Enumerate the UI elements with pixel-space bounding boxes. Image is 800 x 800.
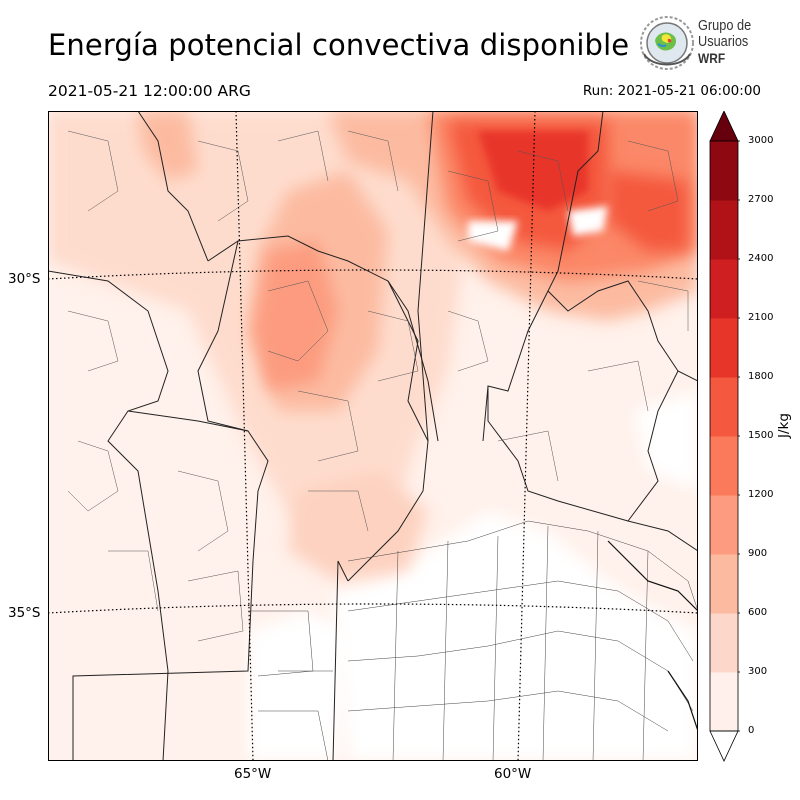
group-logo: Grupo de Usuarios WRF [638, 14, 768, 74]
colorbar: 0 300 600 900 1200 1500 1800 2100 2400 2700 3000 [708, 110, 798, 763]
buenos-aires-partidos [248, 520, 698, 761]
colorbar-band [710, 377, 738, 437]
low-cape-area [333, 511, 698, 761]
lat-label-35s: 35°S [8, 605, 41, 621]
colorbar-tick-label: 600 [748, 607, 768, 618]
colorbar-tick-label: 0 [748, 725, 755, 736]
department-borders [67, 130, 689, 642]
logo-line-3: WRF [698, 50, 726, 66]
colorbar-tick-label: 2400 [748, 253, 774, 264]
colorbar-tick-label: 300 [748, 666, 768, 677]
colorbar-band [710, 141, 738, 201]
cape-map[interactable] [48, 111, 698, 761]
colorbar-band [710, 613, 738, 673]
province-borders [48, 111, 698, 761]
lon-label-60w: 60°W [494, 766, 532, 782]
run-time: Run: 2021-05-21 06:00:00 [582, 83, 761, 99]
colorbar-band [710, 554, 738, 614]
colorbar-band [710, 259, 738, 319]
lon-label-65w: 65°W [234, 766, 272, 782]
colorbar-tick-label: 2700 [748, 194, 774, 205]
logo-line-2: Usuarios [698, 33, 749, 50]
graticule [48, 111, 698, 761]
colorbar-tick-label: 2100 [748, 312, 774, 323]
colorbar-tick-label: 1200 [748, 489, 774, 500]
map-canvas [48, 111, 698, 761]
map-title: Energía potencial convectiva disponible [48, 28, 630, 62]
colorbar-unit: J/kg [776, 413, 792, 438]
colorbar-band [710, 672, 738, 732]
map-frame [48, 111, 698, 761]
colorbar-tick-label: 1800 [748, 371, 774, 382]
colorbar-band [710, 436, 738, 496]
colorbar-band [710, 318, 738, 378]
colorbar-extend-min [709, 730, 739, 762]
colorbar-tick-label: 1500 [748, 430, 774, 441]
globe-icon [640, 16, 694, 70]
colorbar-band [710, 495, 738, 555]
lat-label-30s: 30°S [8, 271, 41, 287]
colorbar-band [710, 200, 738, 260]
rio-de-la-plata-coast [607, 540, 698, 612]
colorbar-scale [709, 110, 741, 762]
colorbar-extend-max [709, 110, 739, 142]
colorbar-tick-label: 3000 [748, 135, 774, 146]
logo-line-1: Grupo de [698, 17, 752, 34]
valid-time: 2021-05-21 12:00:00 ARG [48, 82, 251, 100]
colorbar-tick-label: 900 [748, 548, 768, 559]
